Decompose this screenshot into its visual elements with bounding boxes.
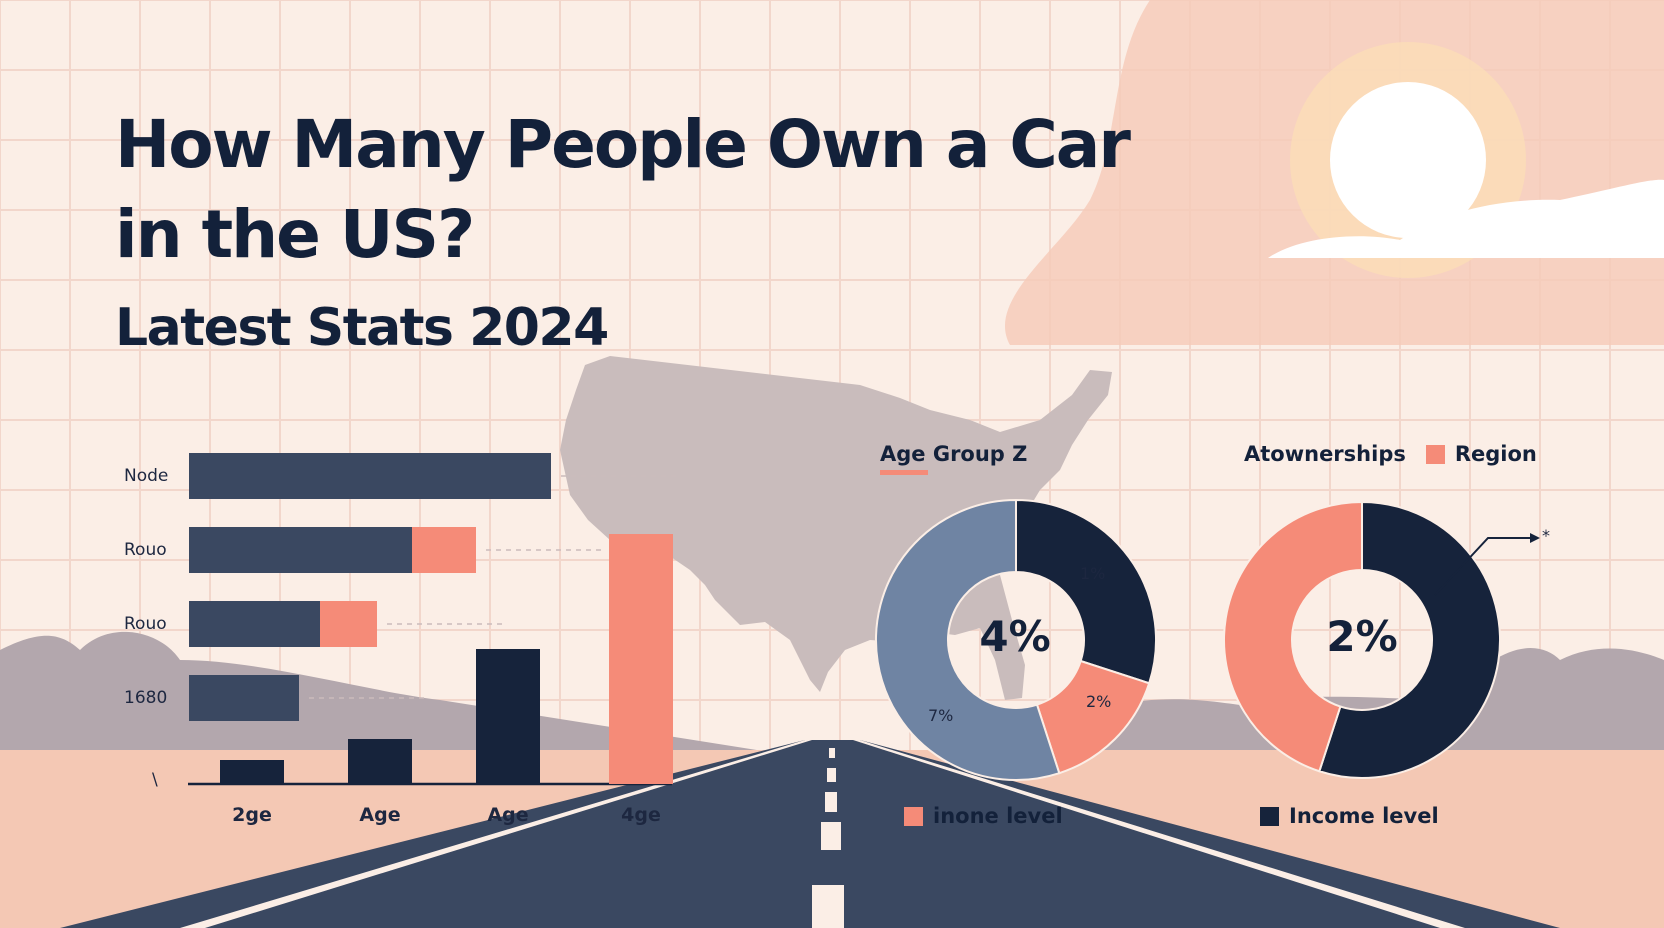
donut2-header-swatch (1425, 444, 1445, 464)
vertical-bar-chart (188, 534, 673, 786)
donut1-slice-label: 2% (1086, 692, 1112, 711)
hbar-category-label: 1680 (124, 688, 168, 708)
donut1-legend-swatch (904, 806, 923, 826)
ownership-donut-chart (1223, 500, 1501, 779)
donut-slice (1015, 498, 1157, 685)
donut2-legend-swatch (1260, 806, 1279, 826)
hbar-bar-segment (189, 675, 299, 721)
donut1-slice-label: 7% (928, 706, 954, 725)
cloud (1268, 179, 1664, 258)
donut2-legend: Income level (1260, 804, 1439, 828)
donut1-title-underline (880, 470, 928, 475)
road (60, 740, 1560, 928)
hbar-bar-segment (189, 527, 412, 573)
page-subtitle: Latest Stats 2024 (115, 298, 609, 358)
annotation-arrow (1434, 537, 1530, 596)
annotation-arrowhead (1530, 533, 1540, 543)
vbar-y-tick-label: \ (152, 770, 158, 790)
vbar-category-label: Age (359, 804, 401, 826)
donut1-center-label: 4% (979, 612, 1051, 661)
hbar-category-label: Rouo (124, 614, 167, 634)
donut2-annotation: * (1542, 526, 1550, 545)
vbar-bar (476, 649, 540, 784)
hbar-category-label: Rouo (124, 540, 167, 560)
vbar-category-label: 4ge (621, 804, 661, 826)
donut2-header-label-region: Region (1454, 442, 1537, 466)
donut1-title: Age Group Z (880, 442, 1028, 466)
hbar-bar-segment (320, 601, 377, 647)
donut2-header: Atownerships Region (1244, 442, 1537, 466)
donut-slice (1318, 500, 1501, 779)
hbar-bar-segment (412, 527, 476, 573)
age-group-donut-chart (875, 498, 1157, 781)
donut-slice (875, 498, 1061, 781)
vbar-category-label: 2ge (232, 804, 272, 826)
us-map-silhouette (560, 356, 1112, 700)
hbar-category-label: Node (124, 466, 169, 486)
vbar-category-label: Age (487, 804, 529, 826)
vbar-bar (220, 760, 284, 784)
donut1-title-block: Age Group Z (880, 442, 1027, 475)
road-edge-left (180, 740, 812, 928)
donut1-legend-label: inone level (933, 804, 1063, 828)
horizontal-bar-chart (189, 453, 681, 721)
donut1-slice-label: 1% (1080, 564, 1106, 583)
road-center-dashes (812, 748, 844, 928)
donut1-legend: inone level (904, 804, 1063, 828)
hbar-bar-segment (189, 453, 551, 499)
page-title: How Many People Own a Car in the US? (115, 106, 1131, 273)
donut-slice (1223, 500, 1363, 773)
vbar-bar (609, 534, 673, 784)
donut2-legend-label: Income level (1289, 804, 1439, 828)
sun (1330, 82, 1486, 238)
donut2-header-label: Atownerships (1244, 442, 1406, 466)
hbar-bar-segment (189, 601, 320, 647)
donut2-center-label: 2% (1326, 612, 1398, 661)
vbar-bar (348, 739, 412, 784)
road-edge-right (853, 740, 1465, 928)
